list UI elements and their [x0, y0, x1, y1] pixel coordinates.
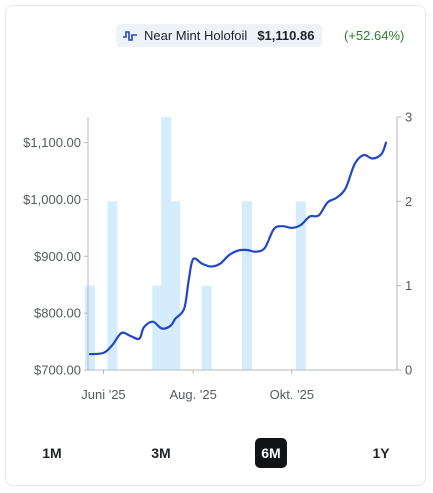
tab-3m[interactable]: 3M	[151, 445, 171, 461]
y-left-tick-label: $800.00	[34, 306, 81, 321]
x-tick-label: Okt. '25	[270, 387, 314, 402]
y-axis-left: $700.00 $800.00 $900.00 $1,000.00 $1,100.00	[23, 117, 89, 378]
y-right-tick-label: 3	[405, 110, 412, 125]
y-axis-right: 0 1 2 3	[396, 110, 412, 378]
line-chart-icon	[123, 30, 137, 41]
y-left-tick-label: $1,100.00	[23, 135, 81, 150]
volume-bar	[242, 201, 252, 370]
current-price: $1,110.86	[257, 28, 315, 43]
volume-bar	[170, 201, 181, 370]
series-legend: Near Mint Holofoil $1,110.86	[116, 24, 323, 47]
y-right-tick-label: 2	[405, 194, 412, 209]
y-left-tick-label: $900.00	[34, 249, 81, 264]
volume-bar	[152, 285, 163, 370]
x-axis: Juni '25 Aug. '25 Okt. '25	[81, 369, 397, 402]
volume-bars	[85, 117, 306, 370]
timeframe-tabs: 1M 3M 6M 1Y	[0, 438, 433, 468]
tab-6m[interactable]: 6M	[255, 438, 287, 468]
tab-1y[interactable]: 1Y	[372, 445, 390, 461]
y-left-tick-label: $1,000.00	[23, 192, 81, 207]
y-left-tick-label: $700.00	[34, 363, 81, 378]
series-name: Near Mint Holofoil	[144, 28, 248, 43]
y-right-tick-label: 0	[405, 363, 412, 378]
volume-bar	[107, 201, 118, 370]
price-change: (+52.64%)	[344, 28, 405, 43]
x-tick-label: Aug. '25	[170, 387, 217, 402]
volume-bar	[201, 285, 212, 370]
tab-1m[interactable]: 1M	[42, 445, 62, 461]
price-chart: $700.00$800.00$900.00$1,000.00$1,100.00 …	[23, 110, 412, 403]
price-series-line	[88, 141, 388, 356]
price-history-card	[5, 5, 426, 486]
x-tick-label: Juni '25	[81, 387, 125, 402]
volume-bar	[161, 117, 172, 370]
y-right-tick-label: 1	[405, 278, 412, 293]
volume-bar	[295, 201, 306, 370]
volume-bar	[85, 285, 95, 370]
